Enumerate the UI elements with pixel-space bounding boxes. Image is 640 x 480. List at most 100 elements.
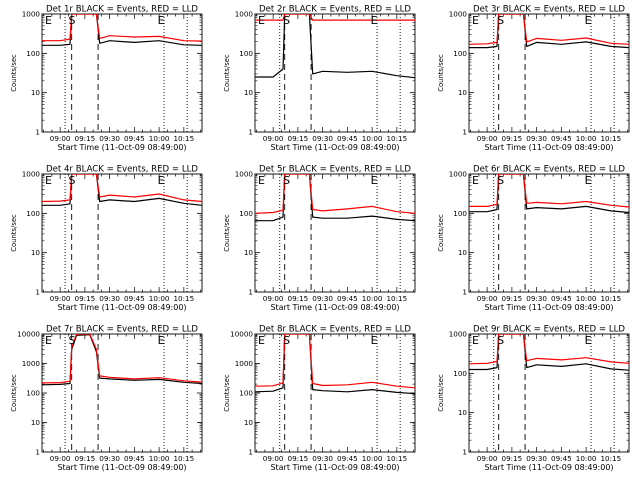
start-marker-label: S [68,334,75,347]
x-tick-label: 09:30 [99,134,120,143]
end-marker-label: E [371,174,378,187]
detector-panel: Det 8r BLACK = Events, RED = LLD 1 10 100 10… [223,325,416,472]
y-tick-label: 100 [239,49,253,58]
start-marker-label: S [497,334,504,347]
end-marker-label: E [158,334,165,347]
panel-title: Det 5r BLACK = Events, RED = LLD [259,165,411,175]
y-tick-label: 100 [26,49,40,58]
y-axis-title: Counts/sec [10,54,18,92]
y-tick-label: 10 [458,408,468,417]
x-tick-label: 10:00 [149,294,170,303]
start-marker-label: S [68,14,75,27]
events-series-line [469,334,629,371]
panel-title: Det 6r BLACK = Events, RED = LLD [473,165,625,175]
end-marker-label: E [585,14,592,27]
end-marker-label: E [585,174,592,187]
x-tick-label: 09:15 [75,454,96,463]
y-tick-label: 100 [453,209,467,218]
end-marker-label: E [585,334,592,347]
plot-frame [41,13,203,133]
x-tick-label: 09:00 [477,294,498,303]
y-tick-label: 1000 [235,170,254,179]
y-tick-label: 10 [31,418,41,427]
x-tick-label: 10:15 [386,134,407,143]
lld-series-line [469,14,629,45]
x-tick-label: 09:30 [99,454,120,463]
x-tick-label: 09:45 [124,454,145,463]
start-marker-label: S [497,14,504,27]
events-series-line [42,14,202,46]
x-tick-label: 09:15 [502,134,523,143]
x-axis-title: Start Time (11-Oct-09 08:49:00) [484,463,613,472]
x-tick-label: 09:00 [50,134,71,143]
x-tick-label: 10:15 [600,454,621,463]
detector-panel: Det 2r BLACK = Events, RED = LLD 1 10 100 10… [223,5,416,152]
y-tick-label: 1000 [22,170,41,179]
x-tick-label: 09:00 [477,454,498,463]
y-axis-title: Counts/sec [437,214,445,252]
x-tick-label: 10:00 [149,134,170,143]
plot-frame [41,333,203,453]
x-axis-title: Start Time (11-Oct-09 08:49:00) [270,463,399,472]
x-tick-label: 09:15 [502,294,523,303]
y-axis-title: Counts/sec [437,374,445,412]
x-tick-label: 09:15 [288,134,309,143]
end-marker-label: E [258,14,265,27]
x-tick-label: 09:30 [526,134,547,143]
x-tick-label: 10:00 [149,454,170,463]
y-tick-label: 10 [458,88,468,97]
end-marker-label: E [472,174,479,187]
lld-series-line [469,334,629,365]
y-tick-label: 10 [31,88,41,97]
x-tick-label: 09:15 [75,294,96,303]
x-tick-label: 10:15 [173,454,194,463]
y-tick-label: 1000 [449,10,468,19]
x-tick-label: 09:15 [75,134,96,143]
plot-frame [468,13,630,133]
x-tick-label: 10:15 [386,294,407,303]
end-marker-label: E [371,14,378,27]
y-tick-label: 100 [453,49,467,58]
panel-title: Det 9r BLACK = Events, RED = LLD [473,325,625,335]
y-tick-label: 100 [453,369,467,378]
y-tick-label: 10000 [230,330,253,339]
plot-frame [254,13,416,133]
end-marker-label: E [258,334,265,347]
x-axis-title: Start Time (11-Oct-09 08:49:00) [484,143,613,152]
y-axis-title: Counts/sec [10,214,18,252]
y-axis-title: Counts/sec [223,374,231,412]
panel-title: Det 7r BLACK = Events, RED = LLD [46,325,198,335]
x-tick-label: 09:45 [337,294,358,303]
x-tick-label: 09:30 [312,294,333,303]
x-tick-label: 09:15 [288,294,309,303]
panel-title: Det 3r BLACK = Events, RED = LLD [473,5,625,15]
y-tick-label: 10 [244,248,254,257]
x-tick-label: 09:00 [50,294,71,303]
x-tick-label: 09:30 [526,454,547,463]
events-series-line [255,334,415,395]
y-tick-label: 10 [458,248,468,257]
y-tick-label: 1000 [235,10,254,19]
x-tick-label: 09:45 [337,454,358,463]
lld-series-line [42,174,202,203]
x-tick-label: 09:45 [551,294,572,303]
y-tick-label: 1000 [22,359,41,368]
x-tick-label: 10:00 [362,134,383,143]
panel-title: Det 2r BLACK = Events, RED = LLD [259,5,411,15]
y-tick-label: 1000 [235,359,254,368]
x-tick-label: 09:15 [502,454,523,463]
detector-panel: Det 9r BLACK = Events, RED = LLD 1 10 100 10… [437,325,630,472]
events-series-line [42,334,202,386]
y-tick-label: 10000 [17,330,40,339]
events-series-line [469,14,629,49]
panel-title: Det 8r BLACK = Events, RED = LLD [259,325,411,335]
x-tick-label: 10:00 [362,294,383,303]
detector-panel: Det 3r BLACK = Events, RED = LLD 1 10 100 10… [437,5,630,152]
x-tick-label: 09:00 [263,454,284,463]
x-tick-label: 10:15 [386,454,407,463]
plot-frame [41,173,203,293]
events-series-line [255,174,415,222]
panel-title: Det 4r BLACK = Events, RED = LLD [46,165,198,175]
start-marker-label: S [68,174,75,187]
y-tick-label: 100 [239,389,253,398]
